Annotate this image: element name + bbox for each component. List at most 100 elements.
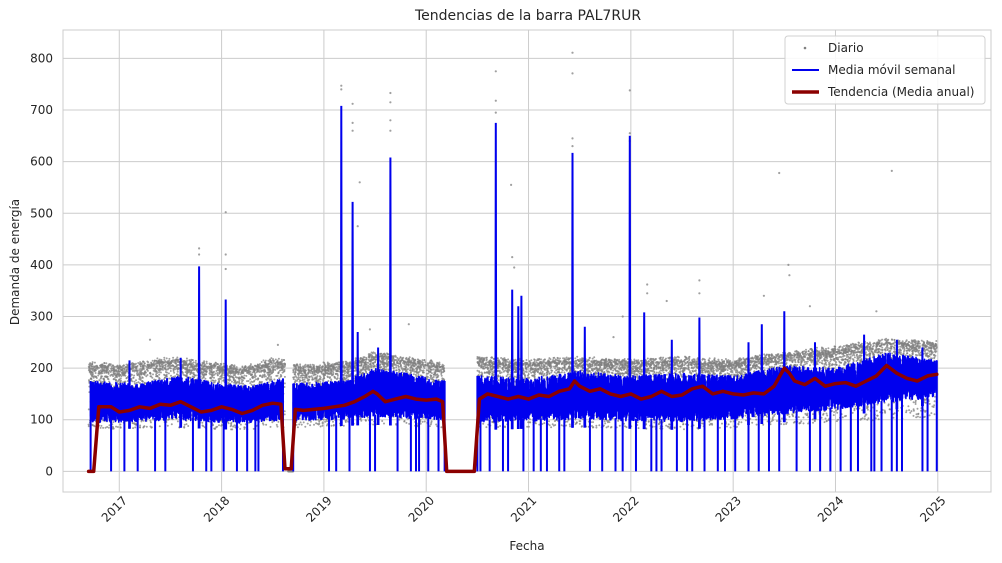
diario-point [118, 367, 121, 370]
diario-point [295, 376, 298, 379]
diario-point [324, 420, 327, 423]
diario-point [306, 364, 309, 367]
diario-point [259, 374, 262, 377]
diario-point [140, 363, 143, 366]
diario-point [233, 424, 236, 427]
diario-point [192, 373, 195, 376]
diario-point [149, 419, 152, 422]
diario-point [294, 380, 297, 383]
diario-point [394, 355, 397, 358]
diario-point [136, 364, 139, 367]
diario-point [312, 374, 315, 377]
diario-point [336, 377, 339, 380]
diario-point [328, 368, 331, 371]
diario-point [101, 363, 104, 366]
diario-point [209, 373, 212, 376]
diario-point [168, 364, 171, 367]
diario-point [410, 361, 413, 364]
diario-point [210, 380, 213, 383]
diario-point [139, 361, 142, 364]
diario-point [214, 361, 217, 364]
diario-point [440, 373, 443, 375]
diario-point [379, 364, 382, 367]
diario-point [385, 365, 388, 368]
diario-point [234, 374, 236, 377]
diario-point [299, 421, 302, 424]
diario-point [249, 382, 252, 385]
diario-point [241, 376, 244, 379]
diario-point [280, 366, 283, 369]
diario-point [282, 359, 285, 361]
diario-point [108, 380, 111, 383]
diario-point [235, 366, 238, 369]
diario-point [323, 369, 326, 372]
diario-point [163, 373, 166, 376]
diario-point [306, 422, 309, 425]
diario-point [217, 363, 220, 366]
diario-point [243, 426, 246, 429]
diario-point [244, 368, 247, 371]
diario-point [338, 361, 340, 364]
diario-point [248, 373, 251, 375]
diario-point [434, 370, 437, 372]
diario-point [143, 371, 146, 373]
diario-point [215, 370, 218, 372]
diario-point [201, 421, 204, 424]
diario-point [185, 363, 188, 366]
diario-point [330, 364, 333, 367]
diario-point [100, 371, 103, 373]
diario-point [397, 365, 400, 368]
diario-point [277, 420, 280, 423]
diario-point [429, 423, 432, 426]
diario-point [380, 355, 383, 357]
diario-point [132, 376, 135, 379]
diario-point [334, 372, 337, 375]
diario-point [300, 423, 303, 426]
diario-point [213, 427, 216, 430]
diario-point [87, 369, 90, 372]
diario-point [158, 425, 161, 428]
diario-point [170, 360, 173, 363]
diario-point [268, 358, 271, 361]
diario-point [246, 371, 249, 374]
diario-point [146, 368, 149, 371]
diario-point [342, 374, 345, 377]
diario-point [298, 380, 301, 383]
diario-point [395, 364, 398, 367]
diario-point [383, 364, 386, 366]
diario-point [188, 359, 191, 362]
diario-point [216, 425, 219, 428]
diario-point [133, 382, 136, 385]
diario-point [222, 362, 225, 365]
diario-point [125, 370, 128, 373]
diario-point [222, 376, 225, 379]
diario-point [239, 368, 242, 371]
diario-point [318, 369, 321, 372]
diario-point [366, 416, 369, 419]
diario-point [211, 376, 214, 378]
diario-point [420, 360, 423, 363]
diario-point [189, 366, 191, 369]
diario-point [308, 366, 310, 369]
diario-point [149, 371, 152, 374]
diario-point [111, 364, 114, 367]
diario-point [404, 368, 407, 371]
diario-point [811, 418, 814, 421]
diario-point [162, 368, 164, 371]
diario-point [426, 369, 428, 372]
diario-point [213, 373, 216, 376]
diario-point [114, 376, 117, 379]
diario-point [400, 359, 402, 362]
diario-point [276, 360, 279, 363]
diario-point [428, 364, 430, 367]
diario-point [138, 374, 141, 376]
diario-point [265, 366, 268, 369]
diario-point [125, 377, 128, 379]
diario-point [230, 421, 233, 424]
diario-point [362, 364, 365, 367]
diario-point [333, 376, 336, 379]
diario-point [369, 363, 372, 366]
diario-point [165, 373, 168, 376]
diario-point [194, 365, 197, 367]
diario-point [328, 367, 330, 369]
